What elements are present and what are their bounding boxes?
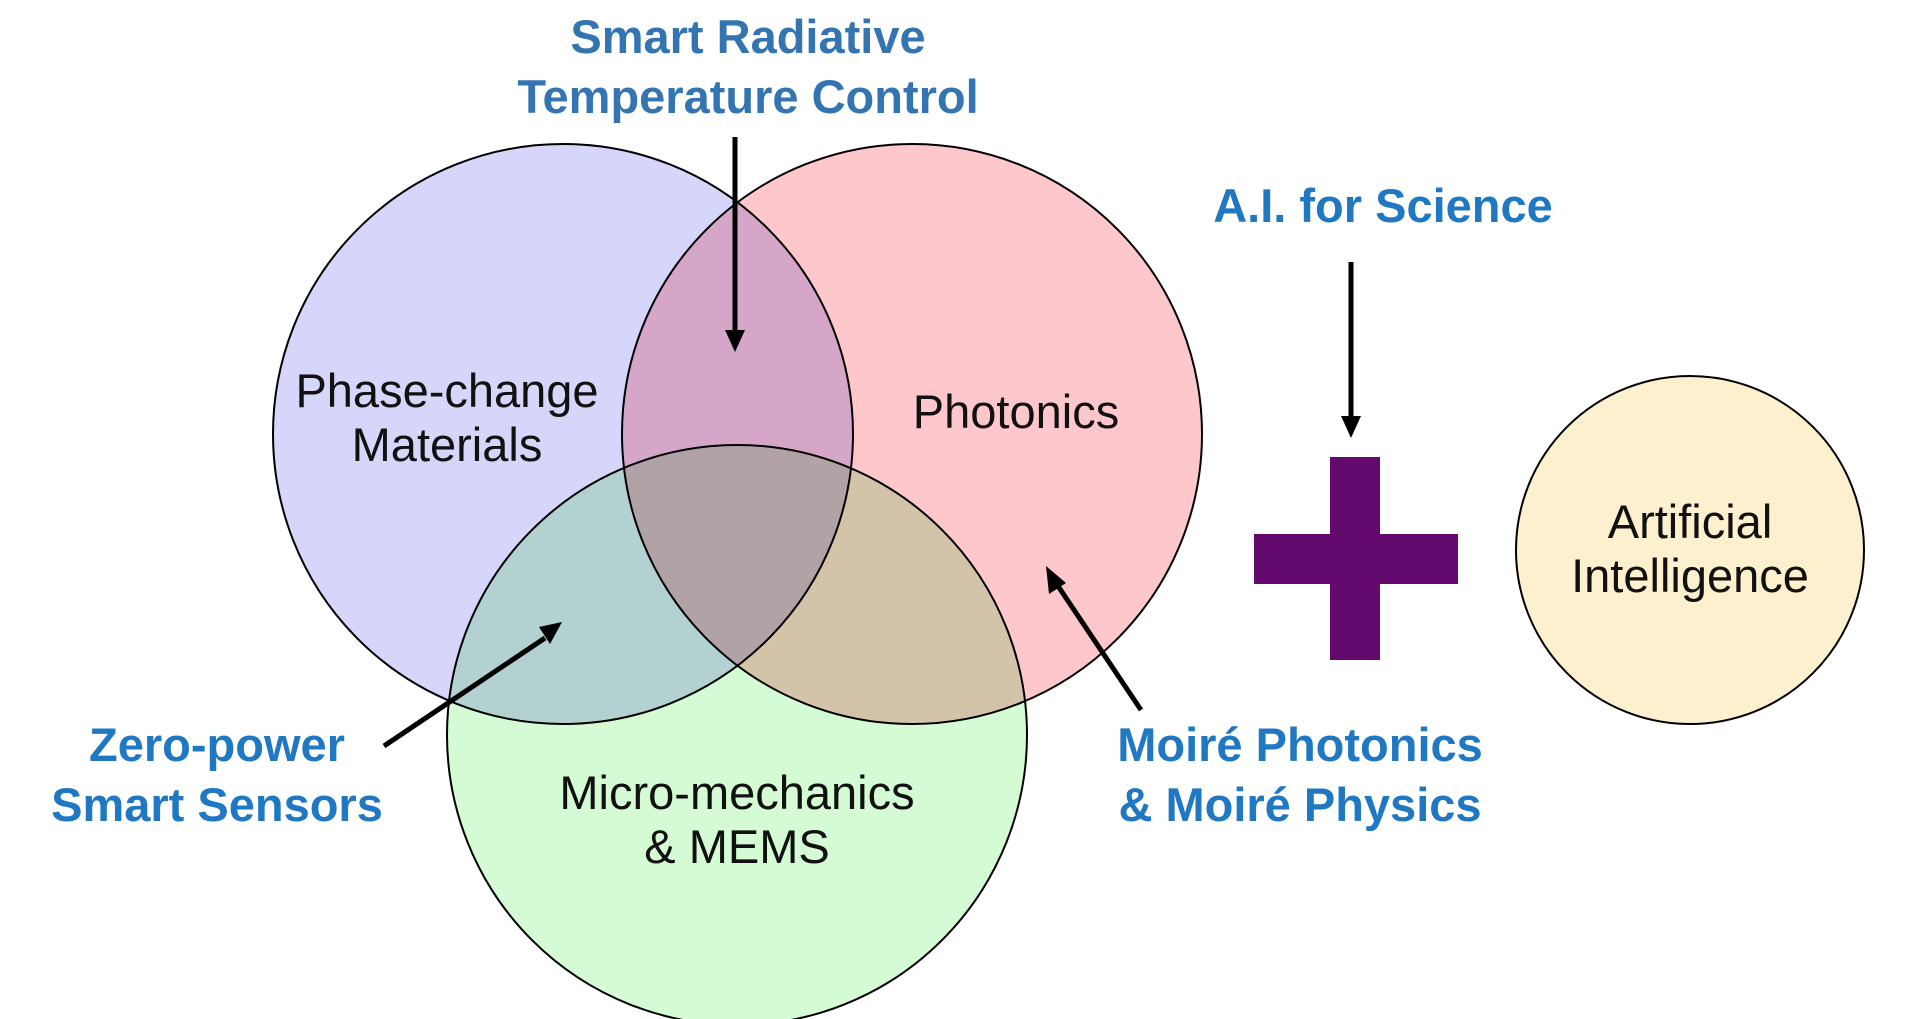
venn-outlines <box>272 143 1203 1019</box>
zero-power-arrow-icon <box>382 622 562 749</box>
smart-radiative-callout-line2: Temperature Control <box>517 70 978 123</box>
micro-mechanics-label-line1: Micro-mechanics <box>559 766 914 819</box>
phase-change-label-line1: Phase-change <box>295 364 598 417</box>
photonics-label: Photonics <box>913 385 1119 438</box>
artificial-intelligence-label-line1: Artificial <box>1608 495 1773 548</box>
zero-power-callout-line2: Smart Sensors <box>51 778 383 831</box>
phase-change-outline <box>272 143 854 725</box>
moire-arrow-icon <box>1046 566 1144 712</box>
micro-mechanics-circle <box>447 445 1027 1019</box>
moire-callout-line1: Moiré Photonics <box>1117 718 1483 771</box>
zero-power-callout-line1: Zero-power <box>89 718 345 771</box>
smart-radiative-callout-line1: Smart Radiative <box>570 10 925 63</box>
photonics-outline <box>621 143 1203 725</box>
moire-callout-line2: & Moiré Physics <box>1118 778 1481 831</box>
ai-for-science-callout: A.I. for Science <box>1213 179 1553 232</box>
ai-for-science-arrow-icon <box>1341 262 1361 438</box>
artificial-intelligence-label-line2: Intelligence <box>1571 549 1809 602</box>
plus-icon <box>1254 457 1458 660</box>
plus-icon-horizontal-bar <box>1254 534 1458 584</box>
micro-mechanics-label-line2: & MEMS <box>644 820 829 873</box>
smart-radiative-arrow-icon <box>725 137 745 352</box>
phase-change-label-line2: Materials <box>352 418 543 471</box>
artificial-intelligence-circle <box>1515 375 1865 725</box>
micro-mechanics-outline <box>446 444 1028 1019</box>
